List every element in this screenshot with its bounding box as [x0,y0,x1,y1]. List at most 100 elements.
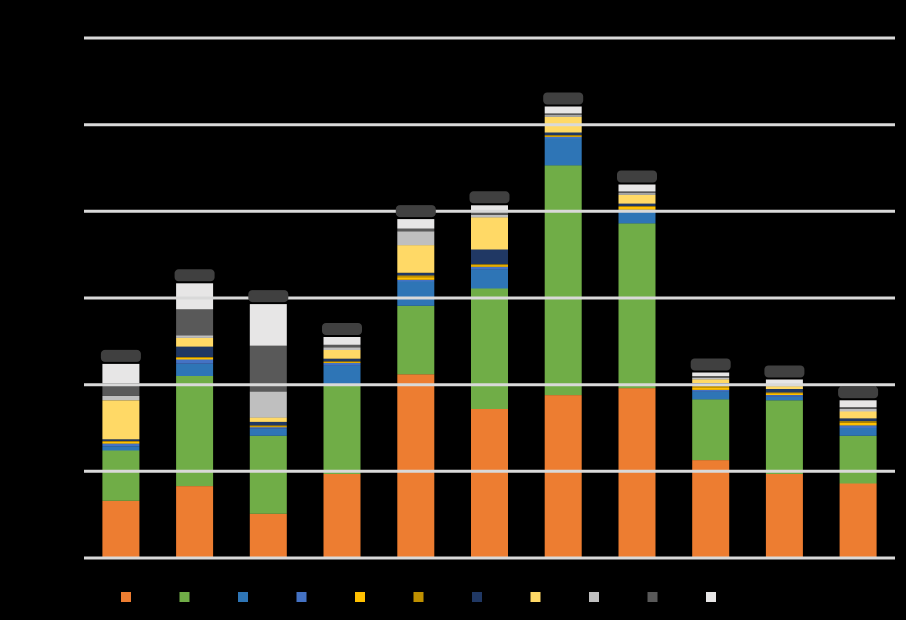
bar-segment [618,207,656,210]
bar-segment [102,395,140,401]
bar-segment [692,389,730,392]
bar-segment [176,376,214,487]
total-label [100,349,141,362]
bar-segment [176,486,214,558]
bar-segment [618,191,656,194]
bar-segment [176,357,214,360]
legend-swatch [589,592,599,602]
bar-segment [102,446,140,451]
bar-segment [176,346,214,357]
bar-segment [249,513,287,558]
bar-segment [323,350,361,359]
legend-swatch [413,592,424,602]
bar-segment [544,106,582,114]
bar-segment [323,363,361,366]
total-label [543,92,584,105]
bar-segment [839,422,877,426]
bar-segment [397,281,435,306]
bar-segment [544,395,582,558]
legend-swatch [706,592,716,602]
bar-segment [839,421,877,423]
grid-layer [84,36,895,560]
bar-segment [397,231,435,246]
bar-segment [839,411,877,419]
bar-segment [544,136,582,139]
bar-segment [471,249,508,265]
bar-segment [397,219,435,229]
bar-segment [618,193,656,195]
bar-segment [323,358,361,362]
bar-segment [618,211,656,224]
bar-segment [249,427,287,429]
bar-segment [323,365,361,385]
bar-segment [471,264,508,266]
total-label [395,205,436,218]
total-label [469,191,510,204]
bar-segment [323,384,361,474]
bar-segment [692,391,730,400]
bar-segment [102,450,140,501]
bar-segment [839,428,877,436]
bar-segment [397,272,435,276]
bar-segment [692,385,730,388]
bar-segment [471,408,508,558]
bar-segment [176,359,214,364]
bar-segment [692,377,730,380]
bar-segment [249,391,287,418]
bar-segment [323,347,361,350]
bar-segment [471,214,508,218]
bar-segment [765,473,803,558]
total-label [617,170,657,183]
legend-swatch [296,592,307,602]
bar-segment [102,441,140,444]
bar-segment [176,363,214,376]
bar-segment [765,393,803,395]
bar-segment [176,309,214,336]
bar-segment [618,206,656,207]
bar-segment [839,418,877,422]
bar-segment [692,399,730,461]
legend-swatch [647,592,658,602]
legend-swatch [121,592,131,602]
bar-segment [249,428,287,436]
bar-segment [397,275,435,278]
bar-segment [176,337,214,347]
bar-segment [692,376,730,378]
bar-segment [839,483,877,558]
bar-segment [692,460,730,558]
bar-segment [176,283,214,310]
bar-segment [765,395,803,397]
bar-segment [544,132,582,136]
bar-segment [471,265,508,267]
bar-segment [839,435,877,484]
bar-segment [765,396,803,401]
bar-segment [765,379,803,384]
bar-segment [544,115,582,117]
bar-segment [544,113,582,116]
bar-segment [618,184,656,192]
bar-segment [618,388,656,558]
bar-segment [544,138,582,166]
bar-segment [249,425,287,427]
bar-segment [176,356,214,358]
bar-segment [249,435,287,514]
bar-segment [544,135,582,136]
legend-swatch [355,592,365,602]
bar-segment [544,135,582,137]
bar-segment [839,408,877,412]
bar-segment [323,473,361,558]
bar-segment [692,379,730,383]
bar-segment [765,386,803,389]
bar-segment [397,305,435,375]
legend-swatch [238,592,248,602]
bar-segment [618,223,656,389]
bars-layer [102,106,877,558]
bar-segment [839,425,877,428]
bar-segment [102,443,140,447]
bar-segment [249,304,287,346]
bar-segment [471,266,508,270]
total-label [838,386,879,399]
bar-segment [102,363,140,383]
bar-segment [397,374,435,558]
bar-segment [249,421,287,426]
